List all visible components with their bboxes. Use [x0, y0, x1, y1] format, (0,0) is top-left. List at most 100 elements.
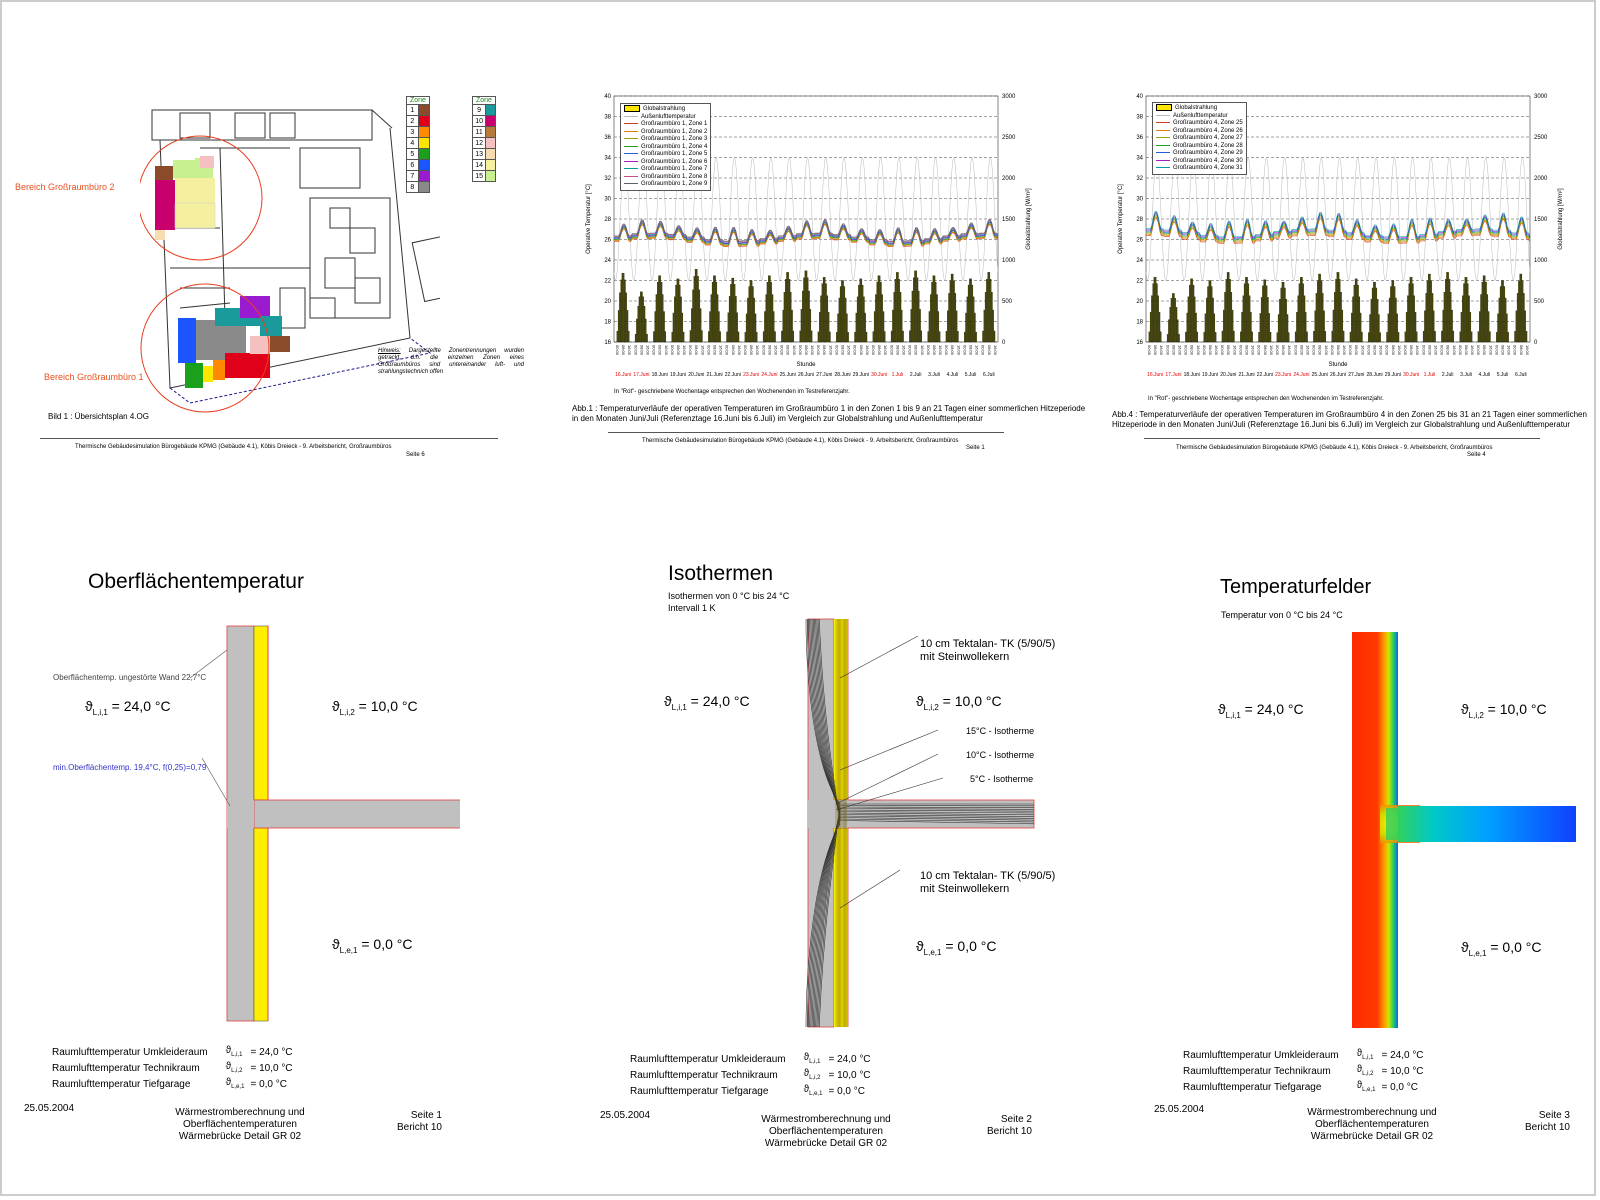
- radiation-bar: [771, 294, 774, 343]
- radiation-bar: [826, 295, 829, 343]
- y-tick-label: 34: [1136, 156, 1143, 162]
- radiation-bar: [1156, 283, 1158, 343]
- x-hour-tick: 00:00: [1366, 345, 1371, 356]
- radiation-bar: [1498, 297, 1500, 343]
- radiation-bar: [855, 312, 857, 343]
- figure-label: Bild 1 : Übersichtsplan 4.OG: [48, 412, 149, 421]
- radiation-bar: [913, 277, 915, 343]
- radiation-bar: [873, 311, 876, 343]
- radiation-bar: [1371, 287, 1374, 343]
- x-axis-label: Stunde: [1328, 362, 1348, 368]
- radiation-bar: [659, 275, 661, 343]
- legend-zone-swatch: [417, 170, 430, 182]
- radiation-bar: [1462, 295, 1464, 343]
- room-row: Raumlufttemperatur Umkleideraum ϑL,i,1 = 2…: [1183, 1048, 1430, 1064]
- radiation-bar: [753, 297, 755, 343]
- room-symbol: ϑL,e,1: [225, 1077, 245, 1090]
- radiation-bar: [1294, 331, 1297, 343]
- x-hour-tick: 16:00: [1269, 345, 1274, 356]
- radiation-bar: [1260, 297, 1263, 343]
- radiation-bar: [1379, 332, 1381, 343]
- x-hour-tick: 16:00: [1324, 345, 1329, 356]
- x-day-label: 29.Juni: [1385, 372, 1401, 378]
- radiation-bar: [1178, 334, 1180, 343]
- x-hour-tick: 08:00: [1464, 345, 1469, 356]
- x-day-label: 20.Juni: [688, 372, 704, 378]
- y2-tick-label: 2000: [1002, 176, 1016, 182]
- radiation-bar: [727, 312, 729, 343]
- y-tick-label: 38: [1136, 115, 1143, 121]
- page6-subtitle: Temperatur von 0 °C bis 24 °C: [1221, 610, 1343, 620]
- radiation-bar: [1471, 331, 1473, 343]
- radiation-bar: [730, 284, 732, 343]
- legend-entry: Großraumbüro 4, Zone 31: [1156, 165, 1243, 173]
- legend-swatch: [1156, 167, 1170, 168]
- y-tick-label: 32: [1136, 176, 1143, 182]
- radiation-bar: [616, 330, 618, 343]
- legend-entry: Außenlufttemperatur: [624, 114, 707, 122]
- x-hour-tick: 08:00: [1263, 345, 1268, 356]
- radiation-bar: [1249, 295, 1251, 343]
- radiation-bar: [1203, 332, 1205, 343]
- radiation-bar: [713, 275, 715, 343]
- radiation-bar: [1315, 293, 1318, 343]
- room-temp-table-1: Raumlufttemperatur Umkleideraum ϑL,i,1 = 2…: [52, 1045, 299, 1093]
- radiation-bar: [862, 284, 864, 343]
- legend-swatch: [1156, 137, 1170, 138]
- legend-zone-number: 5: [406, 148, 419, 160]
- x-day-label: 16.Juni: [615, 372, 631, 378]
- x-hour-tick: 00:00: [926, 345, 931, 356]
- radiation-bar: [1277, 314, 1280, 343]
- y-tick-label: 18: [1136, 320, 1143, 326]
- radiation-bar: [879, 275, 881, 343]
- radiation-bar: [693, 276, 695, 343]
- y2-tick-label: 3000: [1534, 94, 1548, 100]
- radiation-bar: [744, 332, 746, 343]
- radiation-bar: [783, 292, 786, 343]
- legend-zone-number: 2: [406, 115, 419, 127]
- x-hour-tick: 00:00: [1476, 345, 1481, 356]
- radiation-bar: [1246, 277, 1248, 343]
- radiation-bar: [828, 312, 830, 343]
- x-hour-tick: 00:00: [1440, 345, 1445, 356]
- y-tick-label: 16: [1136, 340, 1143, 346]
- radiation-bar: [915, 270, 917, 343]
- radiation-bar: [1160, 331, 1162, 343]
- radiation-bar: [1324, 331, 1327, 343]
- y2-axis-label: Globalstrahlung [W/m²]: [1026, 188, 1032, 250]
- radiation-bar: [1319, 273, 1321, 343]
- radiation-bar: [1425, 293, 1427, 343]
- radiation-bar: [679, 284, 681, 343]
- radiation-bar: [681, 312, 684, 343]
- radiation-bar: [623, 273, 625, 343]
- series-zone-temperature: [1146, 212, 1531, 239]
- radiation-bar: [680, 296, 682, 343]
- radiation-bar: [1518, 280, 1520, 343]
- x-hour-tick: 16:00: [645, 345, 650, 356]
- radiation-bar: [1431, 293, 1434, 343]
- radiation-bar: [619, 292, 621, 343]
- legend-zone-swatch: [417, 126, 430, 138]
- radiation-bar: [1482, 275, 1485, 343]
- y2-tick-label: 1500: [1534, 217, 1548, 223]
- x-hour-tick: 16:00: [810, 345, 815, 356]
- legend-swatch: [624, 123, 638, 124]
- radiation-bar: [1286, 314, 1289, 343]
- room-value: = 10,0 °C: [828, 1070, 871, 1081]
- legend-zone-number: 15: [471, 170, 487, 182]
- x-hour-tick: 00:00: [1293, 345, 1298, 356]
- x-hour-tick: 08:00: [914, 345, 919, 356]
- x-hour-tick: 00:00: [1513, 345, 1518, 356]
- x-hour-tick: 00:00: [908, 345, 913, 356]
- legend-swatch: [624, 160, 638, 162]
- legend-entry: Großraumbüro 4, Zone 30: [1156, 158, 1243, 166]
- radiation-bar: [1341, 309, 1344, 343]
- radiation-bar: [1357, 284, 1359, 343]
- legend-zone-swatch: [485, 137, 496, 149]
- radiation-bar: [1301, 277, 1303, 343]
- x-hour-tick: 00:00: [652, 345, 657, 356]
- radiation-bar: [1434, 331, 1436, 343]
- room-row: Raumlufttemperatur Umkleideraum ϑL,i,1 = 2…: [630, 1052, 877, 1068]
- radiation-bar: [1368, 332, 1370, 343]
- room-name: Raumlufttemperatur Umkleideraum: [630, 1054, 786, 1065]
